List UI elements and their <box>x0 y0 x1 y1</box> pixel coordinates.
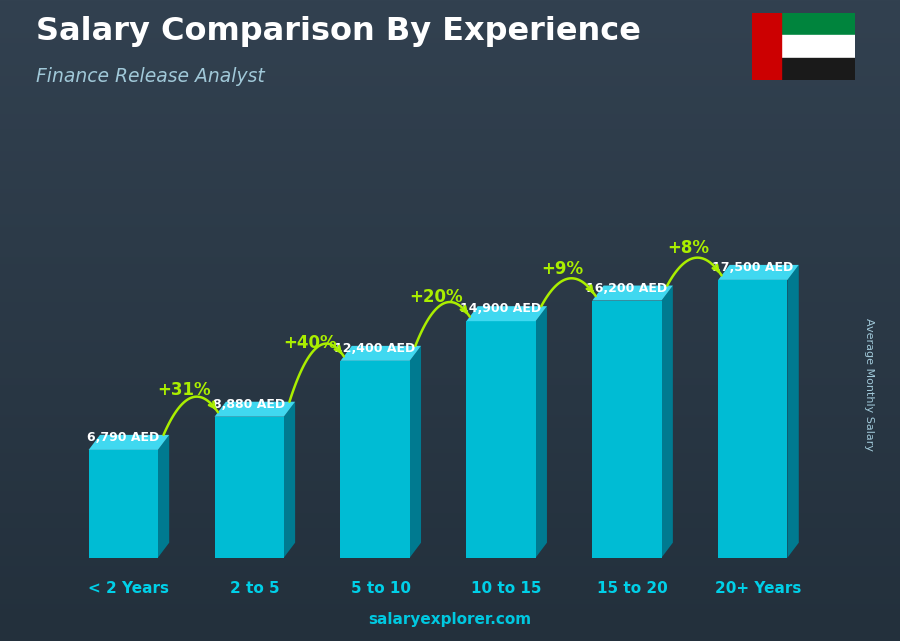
Text: 14,900 AED: 14,900 AED <box>461 302 542 315</box>
Polygon shape <box>788 265 799 558</box>
Bar <box>752 13 855 35</box>
FancyBboxPatch shape <box>718 280 788 558</box>
Polygon shape <box>592 285 673 301</box>
Text: Finance Release Analyst: Finance Release Analyst <box>36 67 265 87</box>
Polygon shape <box>536 306 547 558</box>
Bar <box>752 35 855 58</box>
Polygon shape <box>410 346 421 558</box>
Text: 12,400 AED: 12,400 AED <box>335 342 416 355</box>
Text: +9%: +9% <box>541 260 583 278</box>
Polygon shape <box>284 402 295 558</box>
Text: salaryexplorer.com: salaryexplorer.com <box>368 612 532 627</box>
Text: 15 to 20: 15 to 20 <box>598 581 668 596</box>
Text: < 2 Years: < 2 Years <box>88 581 169 596</box>
Text: 2 to 5: 2 to 5 <box>230 581 280 596</box>
Polygon shape <box>158 435 169 558</box>
Polygon shape <box>214 402 295 417</box>
Text: Salary Comparison By Experience: Salary Comparison By Experience <box>36 16 641 47</box>
FancyBboxPatch shape <box>592 301 662 558</box>
Text: +40%: +40% <box>284 333 337 352</box>
FancyBboxPatch shape <box>466 321 536 558</box>
Text: 20+ Years: 20+ Years <box>716 581 802 596</box>
FancyBboxPatch shape <box>340 361 410 558</box>
Text: +20%: +20% <box>410 288 463 306</box>
FancyBboxPatch shape <box>214 417 284 558</box>
Polygon shape <box>466 306 547 321</box>
Bar <box>752 58 855 80</box>
Bar <box>752 13 781 80</box>
FancyBboxPatch shape <box>88 450 158 558</box>
Text: Average Monthly Salary: Average Monthly Salary <box>863 318 874 451</box>
Polygon shape <box>718 265 799 280</box>
Text: +8%: +8% <box>667 239 709 257</box>
Text: 17,500 AED: 17,500 AED <box>712 261 794 274</box>
Text: 8,880 AED: 8,880 AED <box>213 397 285 411</box>
Text: 5 to 10: 5 to 10 <box>351 581 410 596</box>
Polygon shape <box>340 346 421 361</box>
Polygon shape <box>88 435 169 450</box>
Text: 16,200 AED: 16,200 AED <box>586 281 668 294</box>
Text: 6,790 AED: 6,790 AED <box>87 431 159 444</box>
Text: 10 to 15: 10 to 15 <box>472 581 542 596</box>
Polygon shape <box>662 285 673 558</box>
Text: +31%: +31% <box>158 381 211 399</box>
